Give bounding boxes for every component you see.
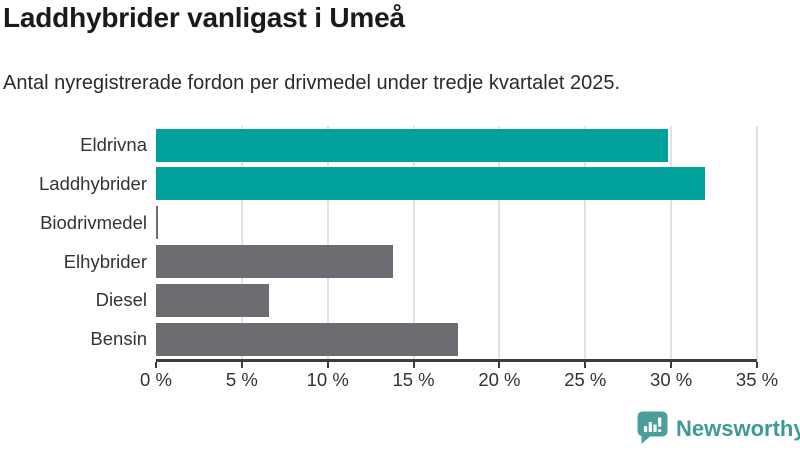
x-axis-tick — [240, 362, 243, 368]
x-tick-label: 10 % — [306, 369, 349, 390]
newsworthy-logo: Newsworthy — [637, 411, 800, 446]
gridline — [326, 126, 329, 359]
gridline — [498, 126, 501, 359]
bar-biodrivmedel — [156, 206, 158, 240]
gridline — [670, 126, 673, 359]
category-label-elhybrider: Elhybrider — [63, 250, 147, 272]
x-tick-label: 30 % — [650, 369, 693, 390]
gridline — [584, 126, 587, 359]
mini-bar-chart-glyph — [644, 417, 662, 432]
newsworthy-wordmark: Newsworthy — [676, 415, 800, 441]
bar-diesel — [156, 283, 270, 317]
category-label-laddhybrider: Laddhybrider — [39, 172, 147, 194]
x-axis-tick — [584, 362, 587, 368]
x-axis-tick — [155, 362, 157, 368]
x-axis-tick — [326, 362, 329, 368]
bar-bensin — [156, 322, 459, 356]
newsworthy-icon — [637, 411, 668, 444]
chart-subtitle: Antal nyregistrerade fordon per drivmede… — [3, 72, 621, 94]
x-axis-tick — [412, 362, 415, 368]
bar-elhybrider — [156, 245, 393, 278]
category-label-bensin: Bensin — [90, 328, 147, 350]
bar-laddhybrider — [156, 167, 706, 201]
x-axis-tick — [756, 362, 758, 368]
gridline — [756, 126, 758, 359]
plot-area — [156, 126, 758, 362]
x-axis-tick — [670, 362, 673, 368]
gridline — [412, 126, 415, 359]
category-label-diesel: Diesel — [95, 289, 147, 311]
chart-title: Laddhybrider vanligast i Umeå — [3, 2, 405, 33]
x-tick-label: 25 % — [564, 369, 607, 390]
x-tick-label: 20 % — [478, 369, 521, 390]
x-tick-label: 15 % — [392, 369, 435, 390]
category-label-eldrivna: Eldrivna — [80, 134, 147, 155]
bar-eldrivna — [156, 128, 668, 162]
x-axis-tick — [498, 362, 501, 368]
x-tick-label: 0 % — [140, 369, 172, 390]
x-tick-label: 5 % — [225, 369, 258, 390]
gridline — [240, 126, 243, 359]
x-tick-label: 35 % — [735, 369, 779, 390]
category-label-biodrivmedel: Biodrivmedel — [40, 211, 147, 233]
